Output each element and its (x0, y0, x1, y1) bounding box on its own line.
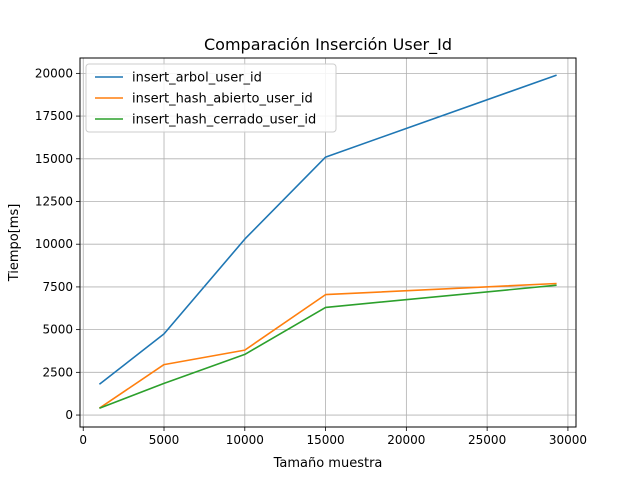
series-line (98, 74, 557, 385)
legend-entry: insert_hash_abierto_user_id (132, 92, 313, 107)
x-tick-label: 10000 (226, 433, 264, 447)
y-tick-label: 20000 (35, 66, 73, 80)
y-tick-label: 10000 (35, 237, 73, 251)
y-tick-label: 2500 (42, 365, 73, 379)
y-axis-label: Tiempo[ms] (7, 204, 22, 283)
chart-title: Comparación Inserción User_Id (204, 35, 452, 55)
legend-entry: insert_arbol_user_id (132, 71, 262, 86)
legend: insert_arbol_user_id insert_hash_abierto_… (85, 63, 337, 133)
x-tick-label: 15000 (306, 433, 344, 447)
series-lines (98, 74, 557, 409)
series-line (99, 284, 557, 409)
plot-frame (79, 57, 577, 428)
y-tick-label: 12500 (35, 195, 73, 209)
x-tick-label: 20000 (387, 433, 425, 447)
y-tick-label: 15000 (35, 152, 73, 166)
y-tick-label: 7500 (42, 280, 73, 294)
legend-box (85, 63, 337, 133)
series-line (98, 282, 557, 409)
x-tick-label: 30000 (549, 433, 587, 447)
x-tick-label: 5000 (149, 433, 180, 447)
ticks: 0 5000 10000 15000 20000 25000 30000 0 2500 5000 7… (35, 66, 587, 447)
y-tick-label: 0 (65, 408, 73, 422)
y-tick-label: 17500 (35, 109, 73, 123)
x-tick-label: 25000 (468, 433, 506, 447)
x-tick-label: 0 (79, 433, 87, 447)
x-axis-label: Tamaño muestra (273, 456, 383, 471)
legend-entry: insert_hash_cerrado_user_id (132, 113, 316, 128)
y-tick-label: 5000 (42, 323, 73, 337)
